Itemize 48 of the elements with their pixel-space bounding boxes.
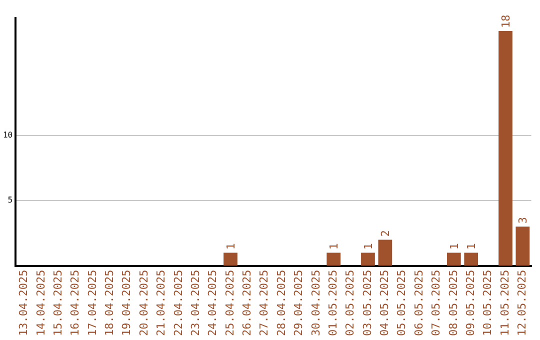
x-tick-label: 18.04.2025 [103, 270, 116, 336]
x-tick-label: 04.05.2025 [378, 270, 392, 336]
x-tick-label: 20.04.2025 [137, 270, 150, 336]
x-tick-label: 17.04.2025 [86, 270, 99, 336]
x-tick-label: 02.05.2025 [344, 270, 357, 336]
data-label: 1 [362, 243, 375, 250]
data-label: 1 [448, 243, 461, 250]
y-tick-label: 5 [8, 196, 13, 205]
x-tick-label: 22.04.2025 [172, 270, 185, 336]
x-tick-label: 25.04.2025 [223, 270, 236, 336]
x-tick-label: 05.05.2025 [395, 270, 408, 336]
x-tick-label: 12.05.2025 [516, 270, 529, 336]
x-tick-label: 28.04.2025 [274, 270, 288, 336]
x-tick-label: 07.05.2025 [430, 270, 443, 336]
bar [326, 252, 341, 266]
x-tick-label: 29.04.2025 [292, 270, 306, 336]
bar [446, 252, 461, 266]
x-tick-label: 08.05.2025 [446, 270, 460, 336]
x-tick-label: 11.05.2025 [498, 270, 512, 336]
bar [224, 252, 238, 266]
x-tick-label: 21.04.2025 [154, 270, 168, 336]
x-tick-label: 27.04.2025 [258, 270, 271, 336]
data-label: 1 [465, 243, 478, 250]
x-tick-label: 16.04.2025 [68, 270, 82, 336]
bar [464, 252, 478, 266]
x-tick-label: 01.05.2025 [326, 270, 340, 336]
x-tick-label: 19.04.2025 [120, 270, 134, 336]
data-label: 2 [379, 230, 392, 237]
x-tick-label: 09.05.2025 [464, 270, 477, 336]
bar [361, 252, 375, 266]
x-tick-label: 06.05.2025 [412, 270, 426, 336]
x-tick-label: 24.04.2025 [206, 270, 220, 336]
data-label: 1 [224, 243, 238, 250]
y-tick-label: 10 [2, 130, 13, 140]
bar [498, 31, 512, 266]
x-tick-label: 30.04.2025 [309, 270, 322, 336]
data-label: 18 [499, 14, 512, 28]
x-tick-label: 10.05.2025 [481, 270, 494, 336]
data-label: 3 [516, 217, 530, 224]
bar [378, 240, 392, 266]
bar [516, 226, 530, 266]
x-tick-label: 26.04.2025 [240, 270, 254, 336]
x-tick-label: 15.04.2025 [51, 270, 64, 336]
data-label: 1 [328, 243, 341, 250]
x-tick-label: 23.04.2025 [188, 270, 202, 336]
x-tick-label: 14.04.2025 [34, 270, 48, 336]
x-tick-label: 03.05.2025 [360, 270, 374, 336]
x-tick-label: 13.04.2025 [17, 270, 30, 336]
